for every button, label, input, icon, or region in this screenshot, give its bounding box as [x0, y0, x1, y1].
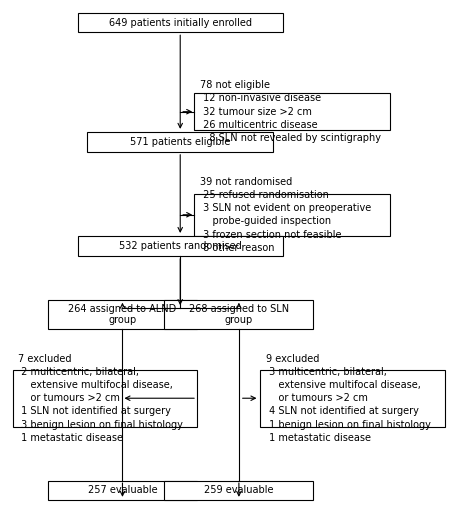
- FancyBboxPatch shape: [48, 481, 197, 500]
- FancyBboxPatch shape: [164, 481, 313, 500]
- FancyBboxPatch shape: [48, 300, 197, 329]
- Text: 264 assigned to ALND
group: 264 assigned to ALND group: [68, 304, 177, 325]
- Text: 259 evaluable: 259 evaluable: [204, 485, 274, 496]
- Text: 7 excluded
 2 multicentric, bilateral,
    extensive multifocal disease,
    or : 7 excluded 2 multicentric, bilateral, ex…: [18, 353, 183, 443]
- Text: 268 assigned to SLN
group: 268 assigned to SLN group: [189, 304, 289, 325]
- FancyBboxPatch shape: [194, 193, 390, 236]
- Text: 9 excluded
 3 multicentric, bilateral,
    extensive multifocal disease,
    or : 9 excluded 3 multicentric, bilateral, ex…: [266, 353, 431, 443]
- Text: 257 evaluable: 257 evaluable: [88, 485, 157, 496]
- Text: 78 not eligible
 12 non-invasive disease
 32 tumour size >2 cm
 26 multicentric : 78 not eligible 12 non-invasive disease …: [200, 80, 381, 143]
- FancyBboxPatch shape: [87, 132, 273, 152]
- FancyBboxPatch shape: [260, 370, 445, 427]
- FancyBboxPatch shape: [194, 93, 390, 130]
- FancyBboxPatch shape: [78, 236, 283, 256]
- Text: 532 patients randomised: 532 patients randomised: [119, 241, 241, 251]
- FancyBboxPatch shape: [13, 370, 197, 427]
- Text: 39 not randomised
 25 refused randomisation
 3 SLN not evident on preoperative
 : 39 not randomised 25 refused randomisati…: [200, 177, 371, 253]
- Text: 649 patients initially enrolled: 649 patients initially enrolled: [109, 17, 252, 28]
- FancyBboxPatch shape: [164, 300, 313, 329]
- FancyBboxPatch shape: [78, 13, 283, 32]
- Text: 571 patients eligible: 571 patients eligible: [130, 137, 231, 147]
